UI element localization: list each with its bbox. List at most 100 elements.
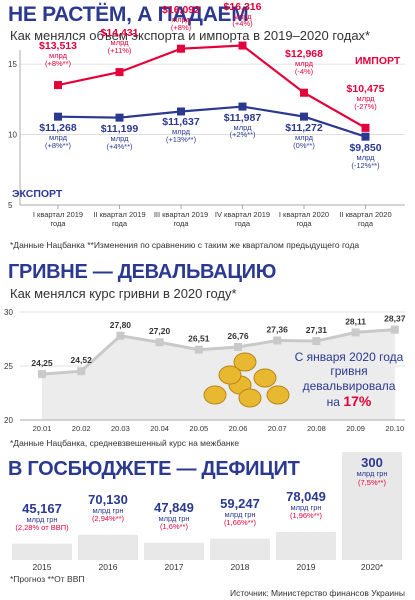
data-label-unit: млрд xyxy=(295,132,313,142)
import-data-label: $13,513 млрд (+8%**) xyxy=(28,41,88,68)
data-label-unit: млрд xyxy=(356,152,375,162)
rate-data-label: 27,36 xyxy=(267,325,289,335)
section1-footnote: *Данные Нацбанка **Изменения по сравнени… xyxy=(10,240,360,250)
budget-value: 45,167 xyxy=(22,500,62,516)
import-point xyxy=(300,88,308,97)
export-point xyxy=(300,112,308,121)
rate-x-tick-label: 20.08 xyxy=(307,424,326,433)
rate-point xyxy=(155,338,164,347)
trade-x-tick-label: I квартал 2019 года xyxy=(32,210,84,228)
budget-value: 70,130 xyxy=(88,491,128,507)
export-data-label: $9,850 млрд (-12%**) xyxy=(336,141,396,170)
data-label-unit: млрд xyxy=(295,58,313,68)
rate-data-label: 28,11 xyxy=(345,316,366,326)
trade-x-tick-label: I квартал 2020 года xyxy=(278,210,330,228)
callout-value: 17% xyxy=(343,393,372,410)
budget-data-label: 78,049 млрд грн (1,96%**) xyxy=(273,489,339,521)
budget-data-label: 70,130 млрд грн (2,94%**) xyxy=(75,491,141,524)
rate-y-tick-label: 20 xyxy=(4,416,13,425)
rate-point xyxy=(38,370,46,379)
budget-bar xyxy=(78,534,138,560)
trade-y-tick-label: 15 xyxy=(8,60,17,69)
trade-x-tick-label: IV квартал 2019 года xyxy=(214,210,271,228)
data-label-value: $11,268 xyxy=(39,121,77,134)
coin-icon xyxy=(266,385,290,405)
budget-year-label: 2015 xyxy=(32,562,52,572)
data-label-change: (+4%**) xyxy=(106,141,133,151)
trade-x-tick-label: II квартал 2020 года xyxy=(339,210,392,228)
data-label-unit: млрд xyxy=(110,38,129,48)
rate-y-tick-label: 25 xyxy=(4,362,13,371)
budget-year-label: 2016 xyxy=(98,562,118,572)
import-point xyxy=(54,81,62,90)
rate-x-tick-label: 20.01 xyxy=(33,424,52,433)
import-series-name: ИМПОРТ xyxy=(355,55,401,67)
trade-x-tick-label: II квартал 2019 года xyxy=(93,210,146,228)
data-label-change: (-4%) xyxy=(294,66,314,76)
section2-subtitle: Как менялся курс гривни в 2020 году* xyxy=(10,286,237,301)
budget-unit: млрд грн xyxy=(26,515,58,525)
rate-point xyxy=(234,342,242,351)
rate-point xyxy=(390,325,399,334)
rate-x-tick-label: 20.05 xyxy=(189,424,208,433)
budget-unit: млрд грн xyxy=(224,509,256,519)
export-data-label: $11,637 млрд (+13%**) xyxy=(151,117,211,144)
rate-data-label: 27,20 xyxy=(149,326,171,336)
data-label-value: $11,199 xyxy=(100,122,139,135)
rate-point xyxy=(312,337,321,346)
budget-unit: млрд грн xyxy=(356,469,388,479)
coin-icon xyxy=(203,385,227,405)
rate-x-tick-label: 20.10 xyxy=(385,424,404,433)
section3-footnote: *Прогноз **От ВВП xyxy=(10,574,85,584)
budget-value: 47,849 xyxy=(154,499,194,515)
import-point xyxy=(115,68,124,77)
import-point xyxy=(177,44,185,53)
coin-icon xyxy=(238,388,262,408)
import-point xyxy=(238,41,247,50)
data-label-value: $11,637 xyxy=(162,116,200,129)
section3-title: В ГОСБЮДЖЕТЕ — ДЕФИЦИТ xyxy=(8,458,300,480)
rate-data-label: 28,37 xyxy=(384,314,406,324)
rate-point xyxy=(351,328,360,337)
coin-icon xyxy=(233,352,257,372)
rate-data-label: 24,52 xyxy=(71,355,93,365)
data-label-value: $16,092 xyxy=(162,3,200,16)
budget-bar xyxy=(210,538,270,560)
budget-unit: млрд грн xyxy=(92,506,124,516)
callout-text: С января 2020 года гривня девальвировала xyxy=(294,350,404,393)
budget-value: 300 xyxy=(361,455,383,470)
data-label-change: (+2%**) xyxy=(229,130,256,140)
export-line xyxy=(57,105,366,138)
data-label-change: (-27%) xyxy=(354,101,377,111)
rate-data-label: 24,25 xyxy=(31,358,53,368)
data-label-unit: млрд xyxy=(110,133,129,143)
trade-y-tick-label: 10 xyxy=(8,131,17,140)
rate-x-tick-label: 20.07 xyxy=(268,424,287,433)
data-label-change: (+8%**) xyxy=(44,140,72,150)
budget-share: (1,96%**) xyxy=(289,511,323,521)
budget-unit: млрд грн xyxy=(158,514,190,524)
data-label-value: $9,850 xyxy=(349,141,382,154)
export-data-label: $11,987 млрд (+2%**) xyxy=(213,112,273,140)
import-point xyxy=(361,123,370,132)
rate-point xyxy=(194,345,203,354)
coin-icon xyxy=(253,368,277,388)
trade-y-tick-label: 5 xyxy=(8,201,13,210)
rate-x-tick-label: 20.04 xyxy=(150,424,169,433)
export-point xyxy=(54,112,62,121)
import-line xyxy=(57,44,367,129)
data-label-value: $11,272 xyxy=(285,121,323,134)
import-data-label: $14,431 млрд (+11%) xyxy=(90,28,150,55)
rate-point xyxy=(77,367,86,376)
rate-x-tick-label: 20.09 xyxy=(346,424,365,433)
data-label-value: $16,316 xyxy=(223,0,262,13)
section1-title: НЕ РАСТЁМ, А ПАДАЕМ xyxy=(8,3,249,26)
data-label-unit: млрд xyxy=(356,93,375,103)
data-label-change: (+8%**) xyxy=(44,58,72,68)
callout-prefix: на xyxy=(326,395,340,410)
data-label-unit: млрд xyxy=(172,127,190,137)
rate-data-label: 27,31 xyxy=(306,325,328,335)
data-label-unit: млрд xyxy=(233,11,252,21)
data-label-value: $12,968 xyxy=(285,47,323,60)
